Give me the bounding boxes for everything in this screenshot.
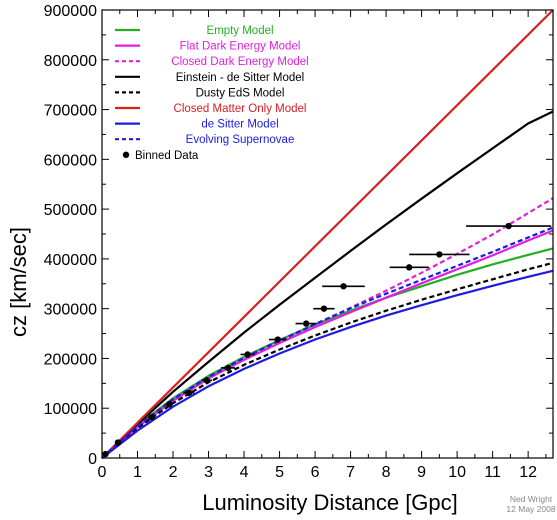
y-tick-label: 200000 <box>44 351 97 368</box>
data-point <box>302 320 310 327</box>
y-tick-label: 600000 <box>44 152 97 169</box>
legend-label: Closed Matter Only Model <box>174 103 307 115</box>
x-tick-label: 0 <box>98 464 107 481</box>
x-tick-label: 11 <box>484 464 501 481</box>
data-point <box>340 283 347 290</box>
data-point <box>244 351 251 358</box>
y-tick-label: 500000 <box>44 202 97 219</box>
series-line-empty-model <box>101 247 554 459</box>
series-line-dusty-eds-model <box>101 261 554 459</box>
x-tick-label: 8 <box>382 464 391 481</box>
legend-label: de Sitter Model <box>201 119 278 131</box>
legend-label: Empty Model <box>206 25 273 37</box>
legend-label: Flat Dark Energy Model <box>180 41 301 53</box>
legend-label: Dusty EdS Model <box>196 87 285 99</box>
series-line-evolving-supernovae <box>101 226 554 459</box>
axes-layer: 0 1 2 3 4 5 6 7 8 9 10 11 12010000020000030000040000… <box>44 3 554 481</box>
series-line-de-sitter-model <box>101 269 554 459</box>
y-tick-label: 0 <box>88 451 97 468</box>
x-tick-label: 4 <box>240 464 249 481</box>
credit-author: Ned Wright <box>510 494 553 504</box>
x-tick-label: 1 <box>133 464 142 481</box>
data-point <box>274 336 281 343</box>
data-point <box>405 264 413 271</box>
y-tick-label: 700000 <box>44 103 97 120</box>
x-tick-label: 10 <box>448 464 466 481</box>
y-tick-label: 100000 <box>44 401 97 418</box>
legend-point-marker <box>122 151 130 158</box>
series-line-closed-dark-energy-model <box>101 197 554 459</box>
x-axis-title: Luminosity Distance [Gpc] <box>202 490 458 515</box>
x-tick-label: 6 <box>311 464 320 481</box>
y-tick-label: 400000 <box>44 252 97 269</box>
credit-date: 12 May 2008 <box>506 504 555 514</box>
data-point <box>320 305 328 312</box>
x-tick-label: 7 <box>346 464 355 481</box>
data-point <box>224 364 232 372</box>
x-tick-label: 5 <box>275 464 284 481</box>
x-tick-label: 9 <box>417 464 426 481</box>
y-axis-title: cz [km/sec] <box>6 227 31 337</box>
data-points-layer <box>102 222 552 458</box>
series-line-closed-matter-only-model <box>101 9 554 459</box>
data-point <box>203 377 210 384</box>
data-point <box>185 389 193 396</box>
data-point <box>102 450 109 458</box>
data-point <box>436 251 443 258</box>
x-tick-label: 12 <box>519 464 537 481</box>
data-point <box>114 439 122 446</box>
x-tick-label: 3 <box>204 464 213 481</box>
legend: Empty Model Flat Dark Energy Model Closed … <box>115 25 309 162</box>
data-point <box>148 413 155 421</box>
series-line-flat-dark-energy-model <box>101 229 554 459</box>
series-layer <box>101 9 554 459</box>
y-tick-label: 300000 <box>44 302 97 319</box>
legend-label: Evolving Supernovae <box>186 134 295 146</box>
legend-label: Closed Dark Energy Model <box>171 56 308 68</box>
legend-label: Einstein - de Sitter Model <box>176 72 304 84</box>
y-tick-label: 900000 <box>44 3 97 20</box>
y-tick-label: 800000 <box>44 53 97 70</box>
data-point <box>505 222 512 230</box>
data-point <box>166 401 173 408</box>
legend-label: Binned Data <box>135 150 199 162</box>
series-line-einstein-de-sitter-model <box>101 110 554 459</box>
x-tick-label: 2 <box>169 464 178 481</box>
